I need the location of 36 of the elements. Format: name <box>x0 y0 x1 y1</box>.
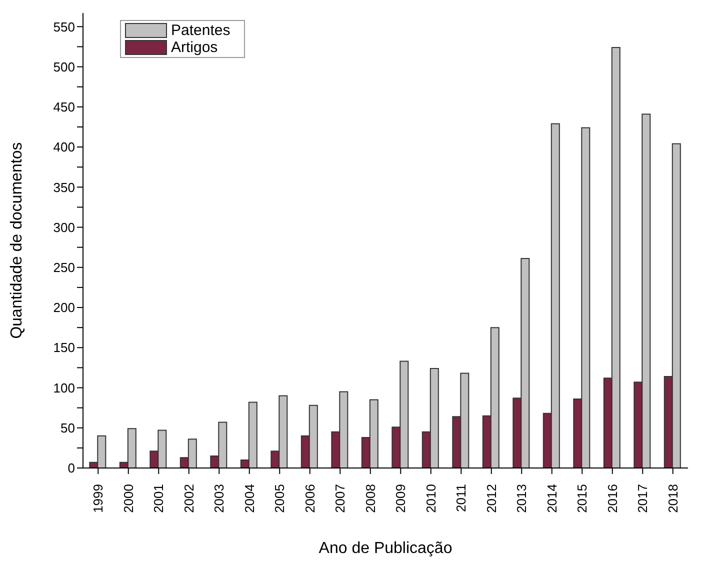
y-tick-label: 250 <box>53 260 75 275</box>
x-tick-label: 2002 <box>181 484 196 513</box>
x-tick-label: 2005 <box>272 484 288 513</box>
x-tick-label: 2018 <box>665 484 680 513</box>
x-tick-label: 2009 <box>393 484 408 513</box>
legend-label: Artigos <box>171 39 218 56</box>
x-tick-label: 2007 <box>332 484 348 513</box>
y-tick-label: 100 <box>53 380 75 396</box>
x-tick-label: 2001 <box>151 484 166 513</box>
x-tick-label: 2014 <box>544 484 560 513</box>
y-axis-title: Quantidade de documentos <box>8 142 26 339</box>
y-tick-label: 550 <box>53 19 75 34</box>
legend-label: Patentes <box>171 22 230 39</box>
x-tick-label: 2003 <box>212 484 227 513</box>
x-tick-label: 2000 <box>120 484 136 513</box>
x-tick-label: 2004 <box>242 484 257 513</box>
x-tick-label: 2012 <box>484 484 499 513</box>
x-tick-label: 2011 <box>454 484 469 512</box>
x-tick-label: 2016 <box>604 484 620 513</box>
y-tick-label: 350 <box>53 180 75 195</box>
y-tick-label: 300 <box>53 220 75 235</box>
x-tick-label: 2017 <box>635 484 650 513</box>
x-tick-label: 2006 <box>302 484 318 513</box>
x-tick-label: 2015 <box>574 484 590 513</box>
y-tick-label: 150 <box>53 340 75 356</box>
y-tick-label: 450 <box>53 100 75 115</box>
y-tick-label: 200 <box>53 300 75 316</box>
y-tick-label: 50 <box>60 420 75 436</box>
x-tick-label: 2013 <box>514 484 530 513</box>
y-tick-label: 500 <box>53 59 75 74</box>
x-tick-label: 2010 <box>423 484 438 513</box>
x-tick-label: 1999 <box>90 484 106 513</box>
x-axis-title: Ano de Publicação <box>318 540 452 557</box>
y-tick-label: 400 <box>53 140 75 155</box>
y-tick-label: 0 <box>68 460 75 476</box>
x-tick-label: 2008 <box>362 484 378 513</box>
